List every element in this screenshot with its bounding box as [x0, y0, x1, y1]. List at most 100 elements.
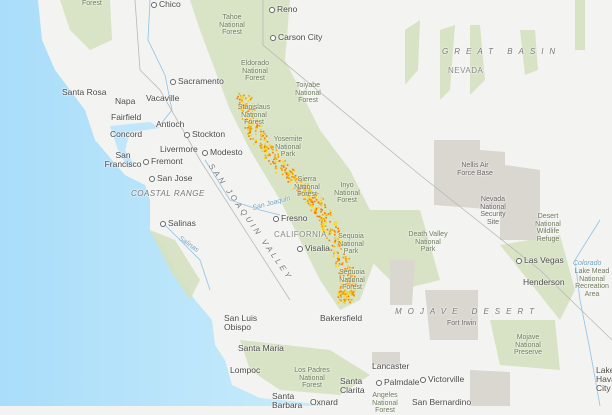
fire-point: [306, 187, 308, 189]
fire-point: [319, 203, 321, 205]
fire-point: [261, 150, 263, 153]
fire-point: [338, 235, 340, 237]
fire-point: [272, 151, 274, 154]
fire-point: [331, 244, 334, 247]
fire-point: [305, 192, 308, 194]
fire-point: [296, 189, 299, 192]
city-label: San Luis Obispo: [224, 313, 258, 332]
fire-point: [281, 173, 284, 176]
fire-point: [281, 154, 284, 156]
fire-point: [323, 232, 326, 234]
fire-point: [309, 199, 311, 201]
fire-point: [306, 188, 308, 190]
fire-point: [243, 94, 245, 97]
fire-point: [244, 107, 247, 109]
fire-point: [248, 126, 251, 129]
fire-point: [347, 296, 350, 299]
fire-point: [339, 234, 341, 237]
fire-point: [313, 212, 316, 214]
fire-point: [338, 291, 340, 294]
fire-point: [341, 241, 343, 243]
fire-point: [325, 217, 328, 219]
fire-point: [241, 109, 244, 112]
fire-point: [333, 245, 336, 248]
fire-point: [272, 148, 274, 151]
fire-point: [342, 292, 344, 294]
fire-point: [336, 260, 339, 262]
fire-point: [347, 293, 350, 296]
fire-point: [256, 120, 259, 122]
fire-point: [307, 200, 309, 202]
fire-point: [350, 289, 353, 292]
fire-point: [318, 206, 320, 209]
fire-point: [324, 232, 326, 234]
area-label: Mojave National Preserve: [513, 334, 542, 356]
fire-point: [342, 274, 345, 277]
fire-point: [339, 270, 342, 273]
fire-point: [343, 292, 345, 295]
fire-point: [320, 208, 322, 211]
fire-point: [320, 202, 323, 204]
fire-point: [314, 196, 316, 199]
fire-point: [351, 284, 354, 286]
fire-point: [239, 95, 242, 97]
area-label: Sequoia National Forest: [339, 269, 365, 291]
fire-point: [344, 284, 347, 287]
map-canvas[interactable]: [0, 0, 612, 406]
fire-point: [238, 107, 240, 110]
fire-point: [288, 177, 290, 179]
fire-point: [293, 176, 296, 179]
fire-point: [252, 108, 254, 111]
fire-point: [290, 171, 292, 173]
fire-point: [273, 158, 275, 161]
rivers: [147, 0, 601, 406]
city-label: Modesto: [202, 148, 243, 157]
fire-point: [343, 293, 345, 296]
fire-point: [325, 221, 327, 224]
fire-point: [315, 195, 318, 197]
fire-point: [334, 233, 336, 236]
fire-point: [304, 198, 307, 201]
fire-point: [264, 144, 266, 147]
fire-point: [300, 186, 303, 189]
fire-point: [284, 169, 286, 171]
city-label: Henderson: [523, 277, 565, 287]
fire-point: [270, 146, 272, 148]
fire-point: [277, 156, 280, 158]
fire-point: [274, 154, 276, 156]
fire-point: [300, 175, 302, 178]
fire-point: [255, 133, 257, 135]
city-label: Visalia: [297, 244, 330, 253]
fire-point: [267, 154, 269, 157]
fire-point: [260, 145, 263, 148]
fire-point: [265, 151, 268, 153]
fire-point: [338, 232, 341, 234]
fire-point: [276, 167, 278, 170]
fire-point: [354, 275, 356, 278]
fire-point: [327, 213, 330, 215]
fire-point: [345, 282, 348, 285]
fire-point: [256, 126, 258, 129]
fire-point: [326, 228, 329, 231]
fire-point: [347, 284, 349, 286]
fire-point: [333, 230, 336, 232]
fire-point: [260, 138, 262, 141]
fire-point: [287, 181, 290, 183]
fire-point: [299, 181, 301, 183]
fire-point: [262, 132, 264, 135]
fire-point: [341, 244, 344, 246]
fire-point: [262, 134, 264, 137]
fire-point: [349, 276, 352, 278]
city-label: Santa Barbara: [272, 391, 303, 410]
fire-point: [321, 217, 324, 220]
fire-point: [316, 211, 318, 214]
fire-point: [247, 100, 250, 102]
fire-point: [349, 282, 351, 284]
city-label: Vacaville: [146, 93, 180, 103]
area-label: Death Valley National Park: [408, 231, 448, 253]
fire-point: [268, 144, 271, 146]
fire-point: [248, 135, 250, 137]
fire-point: [265, 146, 268, 148]
fire-point: [252, 117, 255, 119]
city-label: Palmdale: [376, 378, 419, 387]
